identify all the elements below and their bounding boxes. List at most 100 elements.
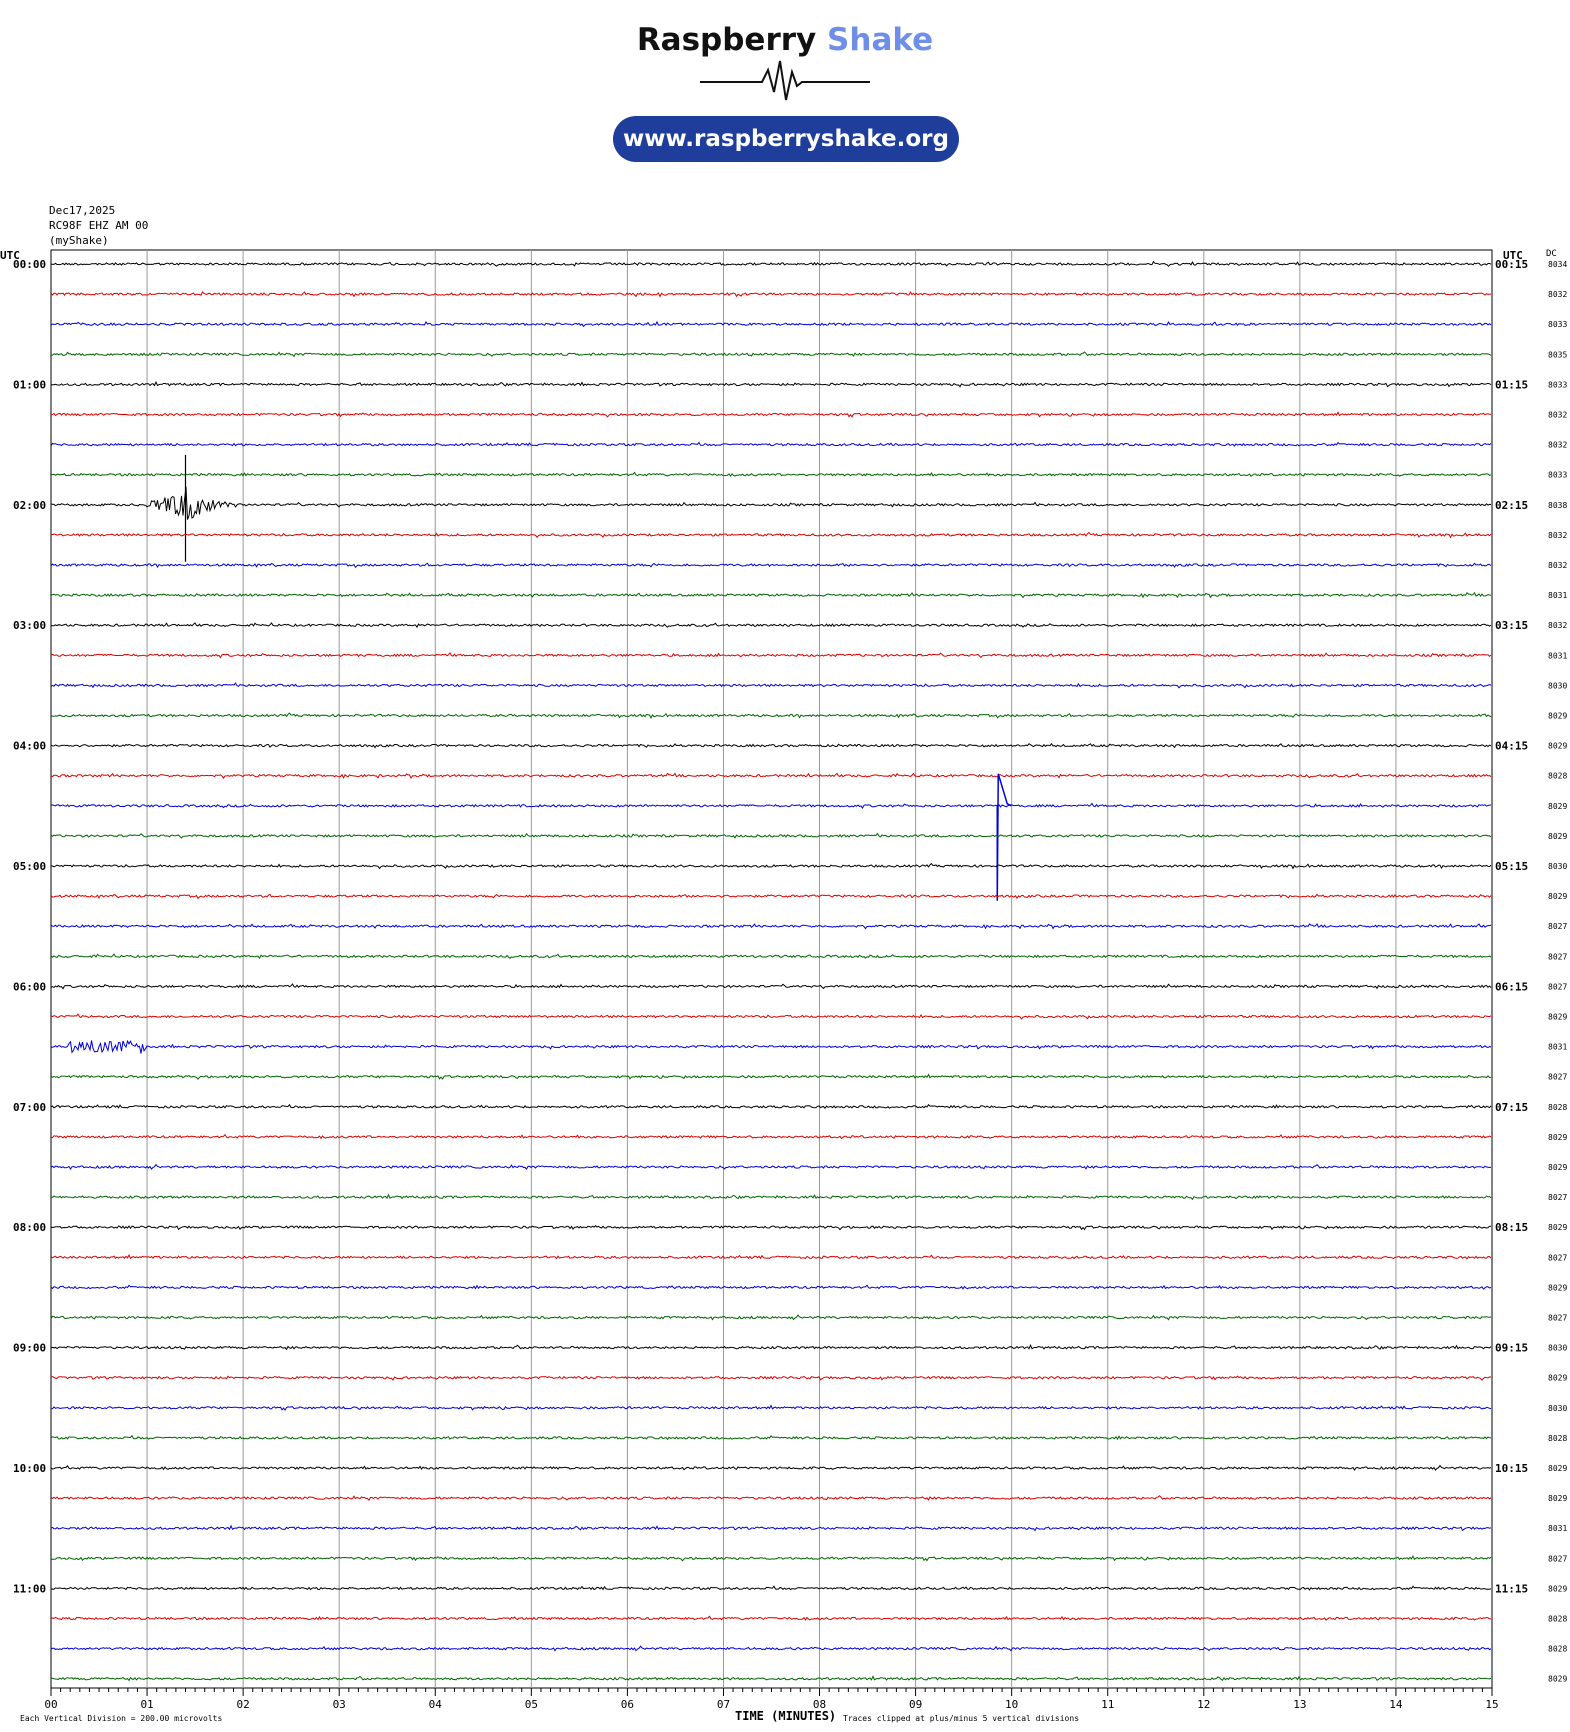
dc-value: 8027 (1548, 922, 1567, 931)
dc-value: 8028 (1548, 772, 1567, 781)
trace-row (50, 802, 1492, 810)
x-tick-label: 05 (525, 1698, 538, 1711)
dc-value: 8028 (1548, 1434, 1567, 1443)
x-tick-label: 12 (1197, 1698, 1210, 1711)
dc-value: 8031 (1548, 591, 1567, 600)
trace-row (50, 712, 1492, 720)
row-labels: 8034 00:00 00:15 8032 8033 8035 8033 01:00 01:15… (13, 258, 1567, 1684)
dc-value: 8035 (1548, 350, 1567, 359)
x-axis-label: TIME (MINUTES) (735, 1709, 836, 1723)
dc-value: 8030 (1548, 1344, 1567, 1353)
hour-label-left: 05:00 (13, 860, 46, 873)
trace-row (50, 531, 1492, 539)
hour-label-right: 07:15 (1495, 1101, 1528, 1114)
dc-value: 8027 (1548, 952, 1567, 961)
trace-row (50, 1495, 1492, 1502)
dc-value: 8029 (1548, 892, 1567, 901)
hour-label-left: 04:00 (13, 740, 46, 753)
x-tick-label: 01 (140, 1698, 153, 1711)
hour-label-left: 06:00 (13, 980, 46, 993)
dc-value: 8029 (1548, 1013, 1567, 1022)
dc-value: 8027 (1548, 1193, 1567, 1202)
dc-value: 8027 (1548, 1314, 1567, 1323)
dc-value: 8027 (1548, 982, 1567, 991)
trace-row (50, 922, 1492, 930)
dc-value: 8030 (1548, 862, 1567, 871)
dc-value: 8029 (1548, 1223, 1567, 1232)
trace-row (50, 1645, 1492, 1652)
footer-left: Each Vertical Division = 200.00 microvol… (20, 1714, 222, 1723)
dc-value: 8029 (1548, 1283, 1567, 1292)
dc-label: DC (1546, 249, 1557, 259)
trace-row (50, 380, 1492, 388)
trace-row (50, 983, 1492, 990)
dc-value: 8027 (1548, 1253, 1567, 1262)
trace-row (50, 290, 1491, 298)
dc-value: 8030 (1548, 681, 1567, 690)
trace-row (50, 591, 1492, 599)
x-tick-label: 14 (1389, 1698, 1403, 1711)
trace-row (50, 562, 1492, 569)
dc-value: 8028 (1548, 1615, 1567, 1624)
hour-label-left: 02:00 (13, 499, 46, 512)
hour-label-right: 11:15 (1495, 1582, 1528, 1595)
dc-value: 8029 (1548, 1584, 1567, 1593)
dc-value: 8029 (1548, 1374, 1567, 1383)
trace-row (50, 1464, 1492, 1472)
hour-label-right: 01:15 (1495, 378, 1528, 391)
dc-value: 8030 (1548, 1404, 1567, 1413)
brand-main: Raspberry (636, 22, 817, 58)
dc-value: 8032 (1548, 290, 1567, 299)
hour-label-left: 11:00 (13, 1582, 46, 1595)
trace-row (50, 1434, 1491, 1441)
utc-label-left: UTC (0, 249, 20, 262)
trace-row (51, 260, 1492, 268)
x-tick-label: 09 (909, 1698, 922, 1711)
hour-label-left: 08:00 (13, 1221, 46, 1234)
x-tick-label: 15 (1485, 1698, 1498, 1711)
trace-row (50, 1585, 1492, 1591)
hour-label-right: 03:15 (1495, 619, 1528, 632)
dc-value: 8029 (1548, 832, 1567, 841)
trace-row (50, 1253, 1492, 1260)
trace-row (50, 652, 1492, 659)
dc-value: 8027 (1548, 1554, 1567, 1563)
x-tick-label: 10 (1005, 1698, 1018, 1711)
trace-row (50, 832, 1492, 839)
trace-row (50, 1314, 1492, 1321)
hour-label-left: 01:00 (13, 378, 46, 391)
hour-label-right: 04:15 (1495, 740, 1528, 753)
trace-row (50, 320, 1492, 328)
dc-value: 8029 (1548, 1464, 1567, 1473)
trace-row (50, 1039, 1492, 1054)
trace-row (50, 441, 1492, 447)
trace-row (50, 1163, 1492, 1171)
trace-row (50, 953, 1492, 960)
hour-label-left: 07:00 (13, 1101, 46, 1114)
traces (50, 260, 1492, 1682)
header-station: RC98F EHZ AM 00 (49, 219, 148, 232)
dc-value: 8033 (1548, 471, 1567, 480)
trace-row (50, 1524, 1492, 1532)
utc-label-right: UTC (1503, 249, 1523, 262)
dc-value: 8034 (1548, 260, 1567, 269)
trace-row (50, 1284, 1492, 1290)
trace-row (50, 1193, 1492, 1201)
trace-row (50, 893, 1492, 900)
time-axis: 00 01 02 03 04 05 06 07 08 09 10 11 12 13 14 15 (44, 1688, 1499, 1711)
dc-value: 8028 (1548, 1103, 1567, 1112)
footer-right: Traces clipped at plus/minus 5 vertical … (843, 1714, 1079, 1723)
trace-row (50, 862, 1492, 870)
trace-row (50, 471, 1492, 478)
trace-row (50, 1375, 1492, 1381)
trace-row (50, 1225, 1491, 1231)
website-link[interactable]: www.raspberryshake.org (613, 116, 959, 162)
dc-value: 8031 (1548, 1043, 1567, 1052)
hour-label-right: 09:15 (1495, 1342, 1528, 1355)
plot-frame (50, 249, 1493, 1689)
trace-row (50, 622, 1492, 629)
dc-value: 8029 (1548, 742, 1567, 751)
dc-value: 8029 (1548, 802, 1567, 811)
trace-row (50, 411, 1492, 418)
